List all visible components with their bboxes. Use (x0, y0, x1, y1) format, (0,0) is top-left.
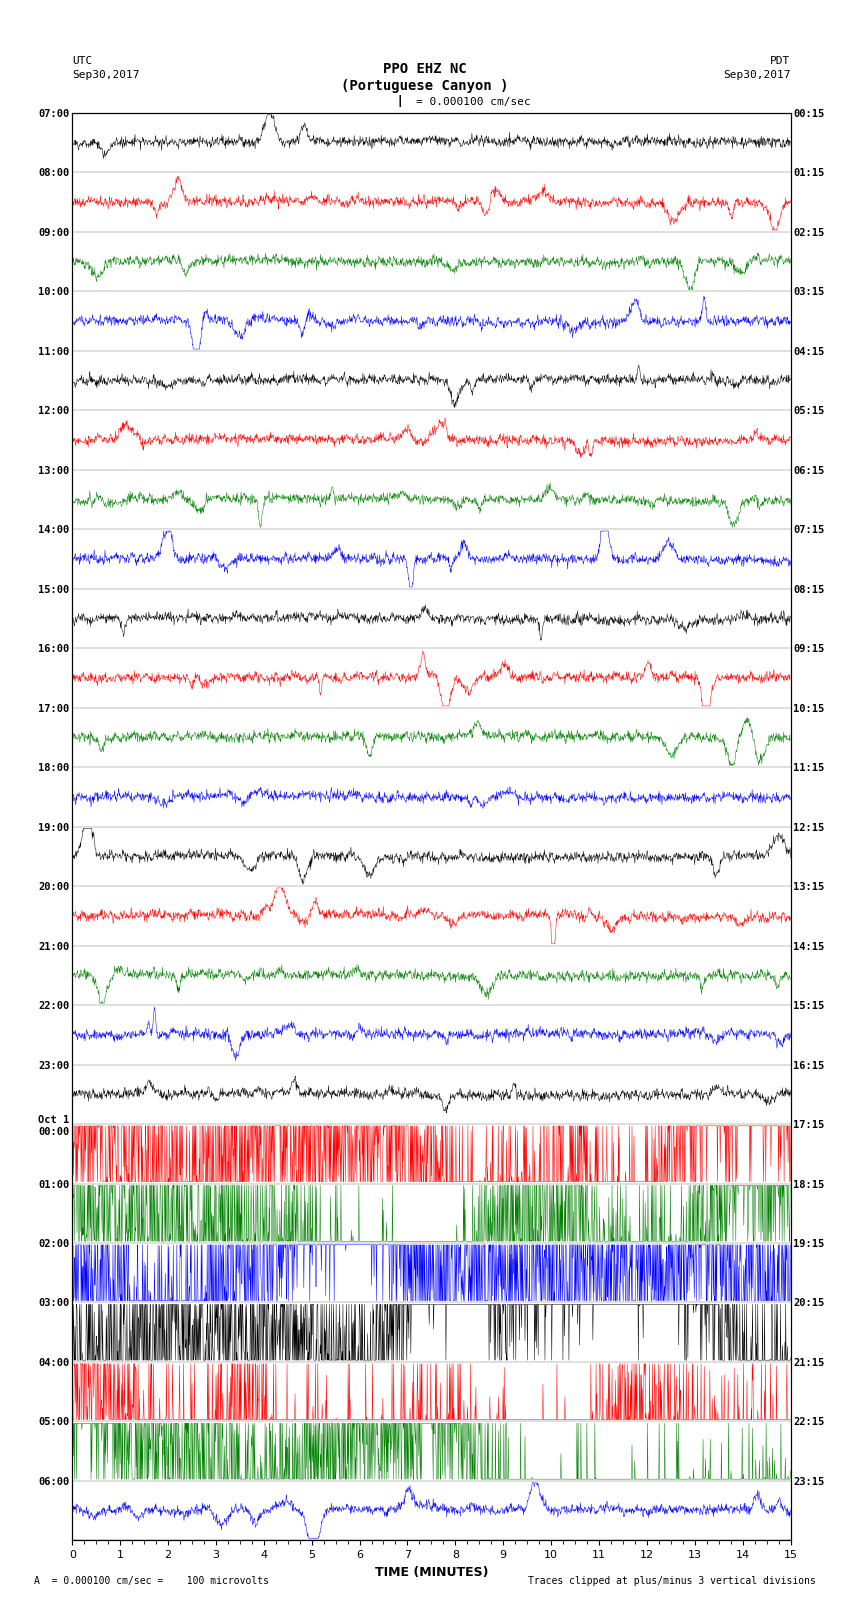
Text: PDT: PDT (770, 56, 790, 66)
Text: Traces clipped at plus/minus 3 vertical divisions: Traces clipped at plus/minus 3 vertical … (528, 1576, 816, 1586)
Text: = 0.000100 cm/sec: = 0.000100 cm/sec (416, 97, 531, 106)
Text: A  = 0.000100 cm/sec =    100 microvolts: A = 0.000100 cm/sec = 100 microvolts (34, 1576, 269, 1586)
Text: Sep30,2017: Sep30,2017 (72, 69, 139, 79)
Text: UTC: UTC (72, 56, 93, 66)
Text: (Portuguese Canyon ): (Portuguese Canyon ) (341, 79, 509, 94)
Text: $\mathbf{\mathsf{I}}$: $\mathbf{\mathsf{I}}$ (397, 94, 402, 110)
Text: Sep30,2017: Sep30,2017 (723, 69, 791, 79)
X-axis label: TIME (MINUTES): TIME (MINUTES) (375, 1566, 488, 1579)
Text: PPO EHZ NC: PPO EHZ NC (383, 61, 467, 76)
